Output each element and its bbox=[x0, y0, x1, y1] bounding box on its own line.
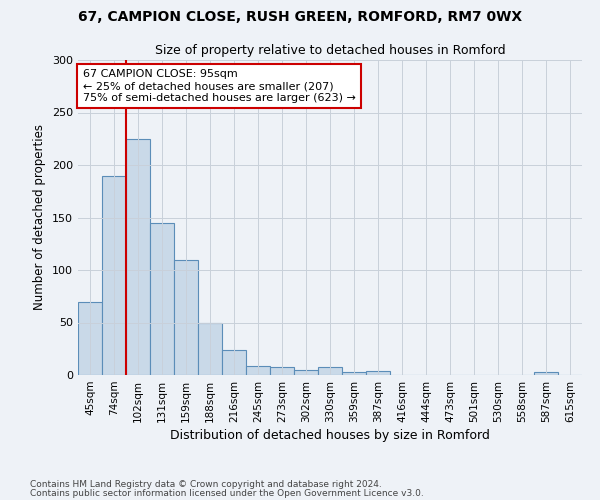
Bar bbox=[222, 350, 246, 375]
Bar bbox=[342, 372, 366, 375]
Bar bbox=[534, 372, 558, 375]
Text: 67, CAMPION CLOSE, RUSH GREEN, ROMFORD, RM7 0WX: 67, CAMPION CLOSE, RUSH GREEN, ROMFORD, … bbox=[78, 10, 522, 24]
Bar bbox=[270, 366, 294, 375]
Bar bbox=[294, 370, 318, 375]
Bar bbox=[150, 223, 174, 375]
Bar bbox=[198, 322, 222, 375]
Bar bbox=[78, 302, 102, 375]
Bar bbox=[174, 260, 198, 375]
Y-axis label: Number of detached properties: Number of detached properties bbox=[34, 124, 46, 310]
X-axis label: Distribution of detached houses by size in Romford: Distribution of detached houses by size … bbox=[170, 429, 490, 442]
Bar bbox=[246, 366, 270, 375]
Title: Size of property relative to detached houses in Romford: Size of property relative to detached ho… bbox=[155, 44, 505, 58]
Text: Contains public sector information licensed under the Open Government Licence v3: Contains public sector information licen… bbox=[30, 490, 424, 498]
Text: Contains HM Land Registry data © Crown copyright and database right 2024.: Contains HM Land Registry data © Crown c… bbox=[30, 480, 382, 489]
Text: 67 CAMPION CLOSE: 95sqm
← 25% of detached houses are smaller (207)
75% of semi-d: 67 CAMPION CLOSE: 95sqm ← 25% of detache… bbox=[83, 70, 356, 102]
Bar bbox=[366, 371, 390, 375]
Bar bbox=[318, 366, 342, 375]
Bar bbox=[102, 176, 126, 375]
Bar bbox=[126, 138, 150, 375]
